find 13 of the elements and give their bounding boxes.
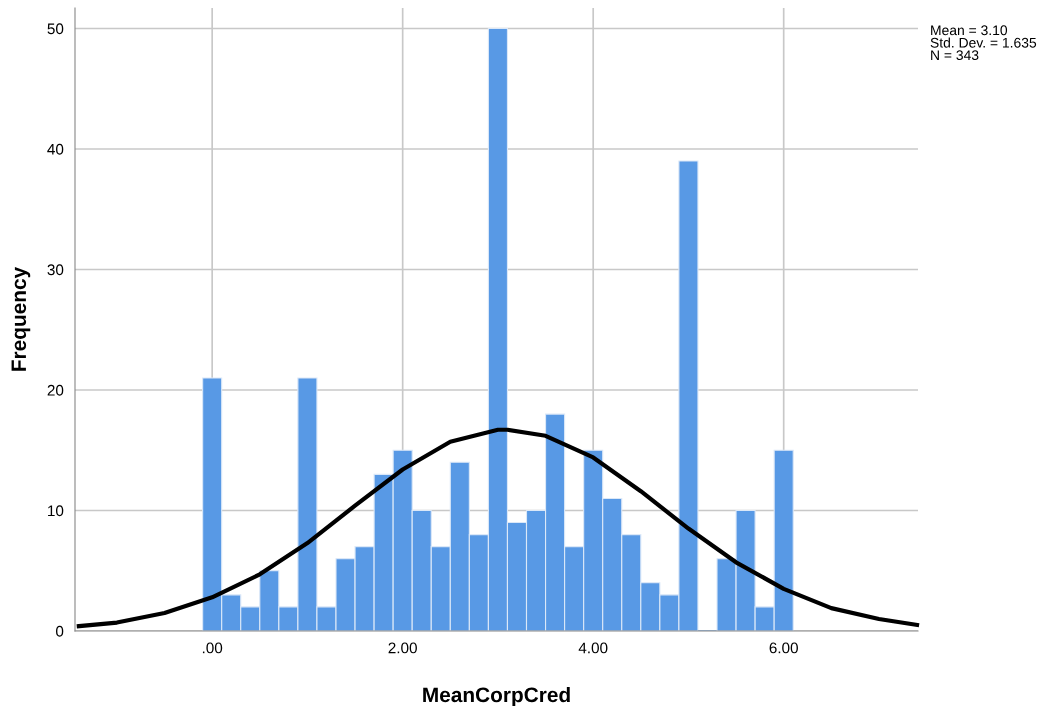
x-tick-label: .00 [202, 642, 223, 654]
x-axis-title: MeanCorpCred [423, 686, 570, 706]
x-tick-label: 2.00 [388, 642, 417, 654]
y-tick-label: 40 [47, 143, 64, 155]
y-tick-label: 0 [55, 625, 64, 637]
x-tick-label: 6.00 [769, 642, 798, 654]
y-tick-label: 50 [47, 23, 64, 35]
y-tick-label: 20 [47, 384, 64, 396]
x-tick-label: 4.00 [578, 642, 608, 654]
text: Mean = 3.10 Std. Dev. = 1.635 N = 343 [930, 25, 1037, 61]
y-tick-label: 10 [48, 505, 64, 517]
y-axis-title: Frequency [11, 266, 31, 371]
y-tick-label: 30 [47, 264, 64, 276]
